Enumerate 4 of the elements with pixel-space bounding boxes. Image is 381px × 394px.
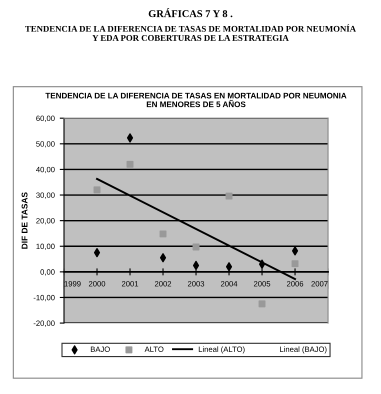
text: TENDENCIA DE LA DIFERENCIA DE TASAS DE MORTALIDAD POR NEUMONÍA Y EDA POR COBERTURAS DE LA ESTRATEGIA — [25, 24, 356, 41]
y-axis-title: DIF DE TASAS — [22, 192, 28, 249]
text: GRÁFICAS 7 Y 8 . — [148, 8, 232, 18]
chart-title: TENDENCIA DE LA DIFERENCIA DE TASAS EN MORTALIDAD POR NEUMONIA EN MENORES DE 5 AÑOS — [45, 92, 346, 108]
